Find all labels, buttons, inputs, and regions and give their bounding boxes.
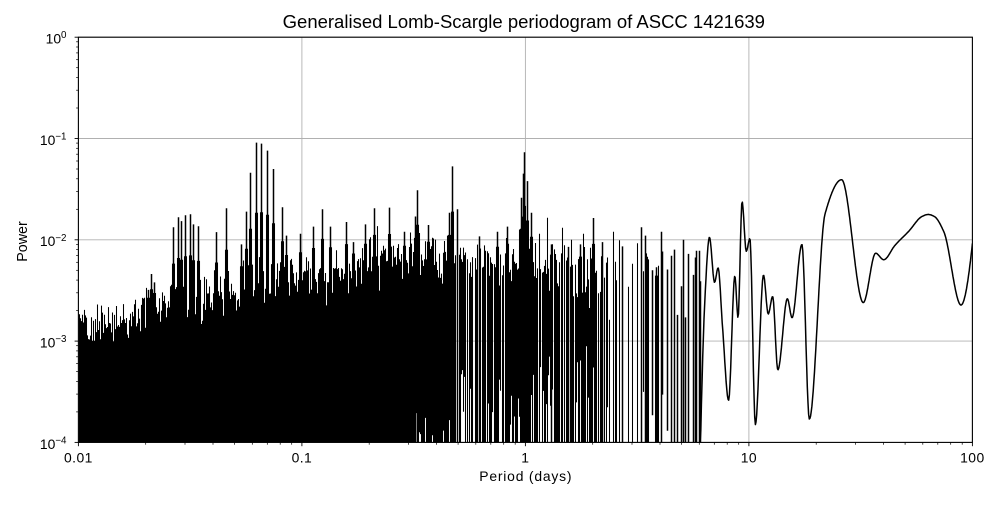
svg-text:Period (days): Period (days) <box>479 468 572 484</box>
svg-text:100: 100 <box>960 449 985 465</box>
svg-text:0.1: 0.1 <box>292 449 313 465</box>
svg-text:Generalised Lomb-Scargle perio: Generalised Lomb-Scargle periodogram of … <box>283 11 765 32</box>
svg-text:Power: Power <box>15 221 31 262</box>
svg-text:0.01: 0.01 <box>64 449 93 465</box>
svg-text:1: 1 <box>521 449 529 465</box>
svg-text:10: 10 <box>741 449 757 465</box>
